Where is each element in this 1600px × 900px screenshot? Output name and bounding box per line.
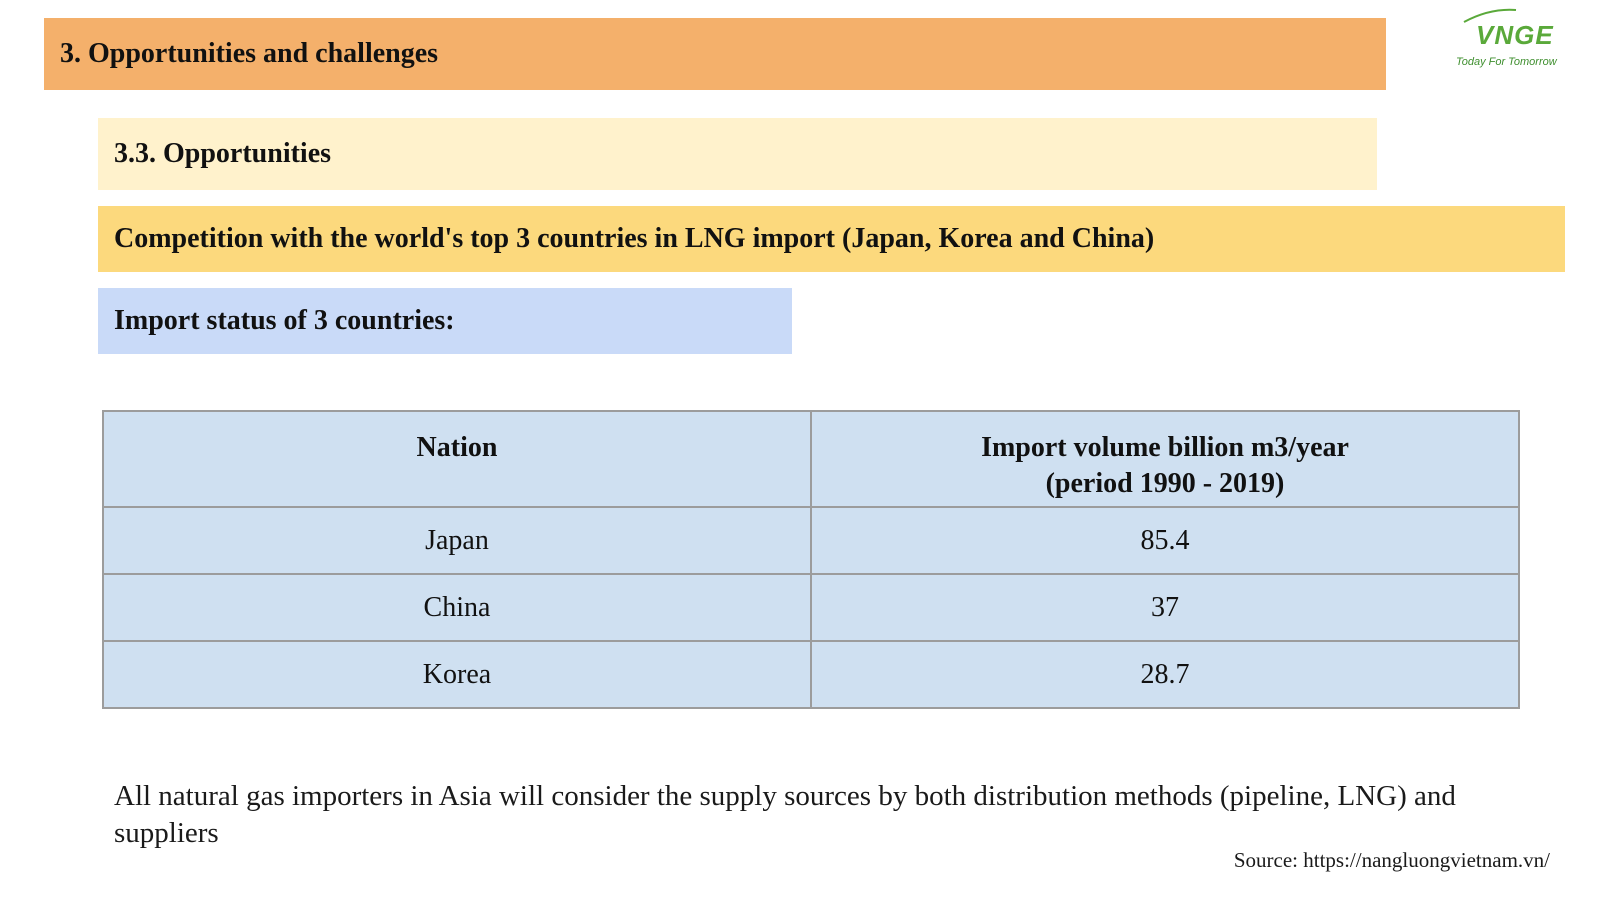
nation-cell: Japan <box>102 506 812 575</box>
section-title: 3. Opportunities and challenges <box>60 38 439 69</box>
subsection-title: 3.3. Opportunities <box>114 138 332 169</box>
import-status-bar: Import status of 3 countries: <box>98 288 792 354</box>
vnge-logo: VNGE Today For Tomorrow <box>1452 6 1592 72</box>
volume-column-header: Import volume billion m3/year (period 19… <box>810 410 1520 508</box>
subsection-title-bar: 3.3. Opportunities <box>98 118 1377 190</box>
table-header-row: Nation Import volume billion m3/year (pe… <box>102 410 1520 508</box>
section-title-bar: 3. Opportunities and challenges <box>44 18 1386 90</box>
summary-note: All natural gas importers in Asia will c… <box>114 780 1456 849</box>
logo-swoosh-icon <box>1463 8 1517 23</box>
import-volume-table: Nation Import volume billion m3/year (pe… <box>102 410 1520 709</box>
logo-tagline: Today For Tomorrow <box>1456 56 1557 68</box>
table-row: Japan 85.4 <box>102 506 1520 575</box>
competition-heading: Competition with the world's top 3 count… <box>114 223 1155 254</box>
competition-heading-bar: Competition with the world's top 3 count… <box>98 206 1565 272</box>
volume-cell: 28.7 <box>810 640 1520 709</box>
nation-column-header: Nation <box>102 410 812 508</box>
table-row: Korea 28.7 <box>102 640 1520 709</box>
import-status-heading: Import status of 3 countries: <box>114 305 455 336</box>
logo-wordmark: VNGE <box>1476 20 1554 50</box>
nation-cell: China <box>102 573 812 642</box>
volume-header-line2: (period 1990 - 2019) <box>1045 468 1285 499</box>
volume-cell: 37 <box>810 573 1520 642</box>
table-row: China 37 <box>102 573 1520 642</box>
source-citation: Source: https://nangluongvietnam.vn/ <box>1233 848 1550 872</box>
volume-header-line1: Import volume billion m3/year <box>981 432 1349 463</box>
volume-cell: 85.4 <box>810 506 1520 575</box>
nation-cell: Korea <box>102 640 812 709</box>
